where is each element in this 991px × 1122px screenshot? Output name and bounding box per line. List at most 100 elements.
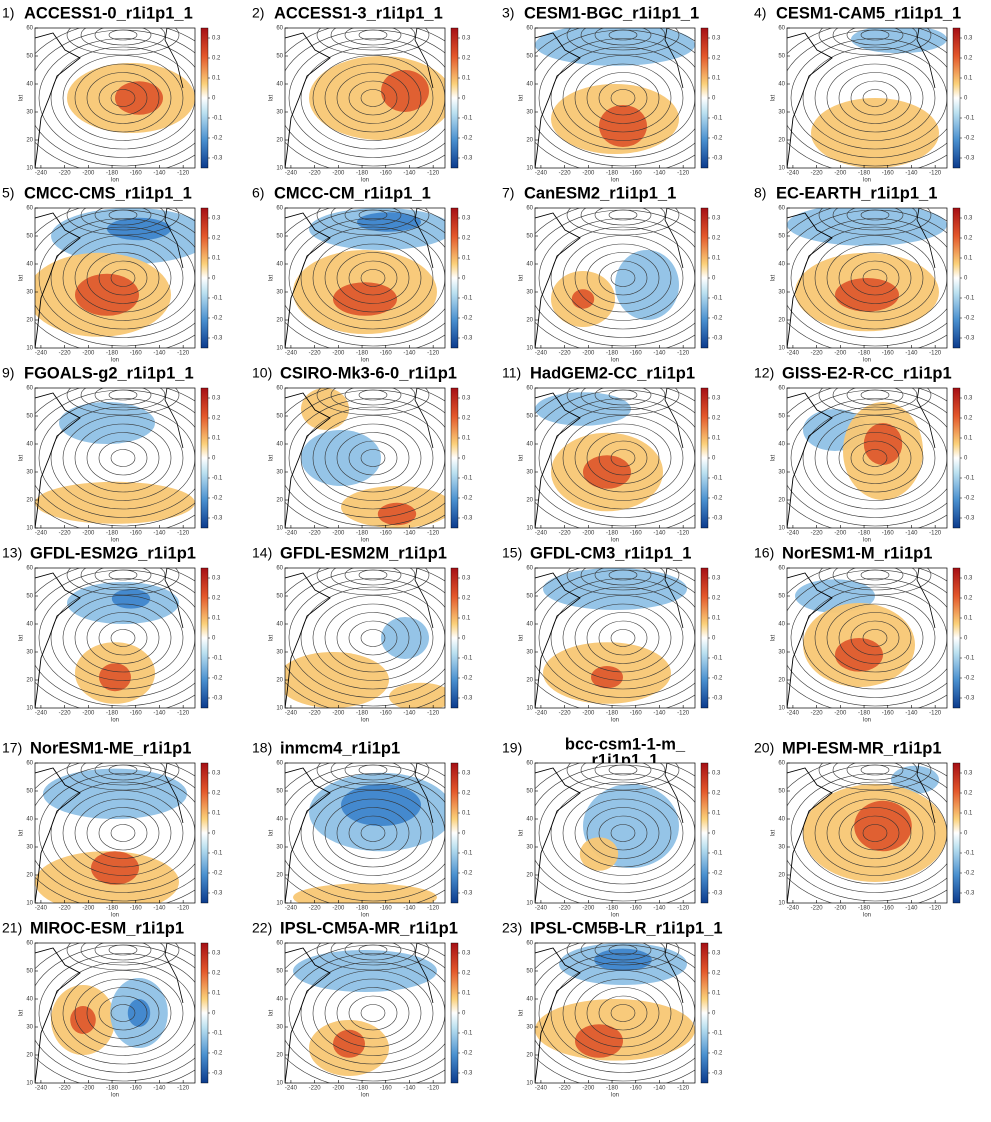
y-tick-label: 20	[778, 318, 785, 324]
map-panel: 2) ACCESS1-3_r1i1p1_1 -240 -220 -200 -180 -160…	[252, 4, 473, 183]
contour-line	[860, 29, 890, 41]
contour-line	[360, 824, 386, 842]
map-panel: 4) CESM1-CAM5_r1i1p1_1 -240 -220 -200 -180 -16…	[754, 4, 975, 183]
x-tick-label: -180	[106, 351, 119, 357]
contour-line	[850, 815, 900, 851]
contour-line	[360, 629, 386, 647]
x-tick-label: -240	[285, 351, 298, 357]
colorbar-tick-label: -0.2	[462, 871, 473, 877]
panel-title: CESM1-BGC_r1i1p1_1	[524, 4, 699, 22]
y-tick-label: 40	[276, 262, 283, 268]
contour-line	[818, 568, 932, 596]
contour-line	[550, 781, 695, 885]
colorbar-tick-label: -0.3	[964, 156, 975, 162]
x-tick-label: -120	[427, 351, 440, 357]
x-tick-label: -180	[606, 1086, 619, 1092]
contour-line	[348, 620, 398, 656]
y-tick-label: 30	[526, 290, 533, 296]
y-tick-label: 60	[26, 26, 33, 32]
y-tick-label: 30	[778, 845, 785, 851]
panel-title: GFDL-CM3_r1i1p1_1	[530, 544, 691, 562]
x-axis-label: lon	[863, 358, 871, 364]
x-tick-label: -240	[35, 531, 48, 537]
contour-line	[850, 260, 900, 296]
y-tick-label: 10	[526, 166, 533, 172]
y-tick-label: 30	[276, 650, 283, 656]
plot-area	[535, 568, 695, 708]
contour-line	[98, 80, 148, 116]
coastline	[664, 568, 684, 629]
contour-line	[300, 961, 445, 1065]
x-tick-label: -240	[535, 1086, 548, 1092]
contour-line	[574, 798, 672, 868]
y-axis-label: lat	[19, 95, 25, 102]
contour-line	[580, 388, 666, 411]
colorbar-tick-label: -0.1	[712, 1031, 723, 1037]
x-tick-label: -120	[177, 1086, 190, 1092]
x-tick-label: -220	[811, 351, 824, 357]
anomaly-shading	[341, 784, 421, 826]
y-tick-label: 40	[526, 262, 533, 268]
y-tick-label: 40	[26, 442, 33, 448]
x-tick-label: -160	[380, 1086, 393, 1092]
y-tick-label: 20	[778, 138, 785, 144]
coastline	[787, 392, 833, 528]
y-tick-label: 10	[26, 346, 33, 352]
contour-line	[98, 440, 148, 476]
colorbar-tick-label: -0.1	[462, 656, 473, 662]
contour-line	[336, 987, 410, 1039]
colorbar-tick-label: 0.3	[462, 36, 471, 42]
contour-line	[50, 406, 195, 510]
colorbar-tick-label: 0.2	[712, 236, 721, 242]
coastline	[164, 208, 184, 269]
colorbar-tick-label: 0.3	[212, 216, 221, 222]
contour-line	[38, 773, 195, 893]
contour-line	[860, 209, 890, 221]
colorbar-tick-label: 0.1	[212, 436, 221, 442]
contour-line	[110, 269, 136, 287]
y-tick-label: 60	[276, 26, 283, 32]
coastline	[535, 947, 581, 1083]
coastline	[164, 388, 184, 449]
colorbar-tick-label: -0.3	[212, 1071, 223, 1077]
x-tick-label: -180	[858, 711, 871, 717]
contour-line	[348, 815, 398, 851]
plot-area	[535, 28, 695, 168]
contour-line	[610, 824, 636, 842]
anomaly-shading	[851, 28, 947, 54]
y-axis-label: lat	[269, 1010, 275, 1017]
colorbar-tick-label: 0.1	[712, 436, 721, 442]
x-tick-label: -160	[630, 171, 643, 177]
y-tick-label: 20	[276, 318, 283, 324]
colorbar-tick-label: 0.3	[964, 396, 973, 402]
panel-number: 6)	[252, 185, 264, 201]
contour-line	[538, 38, 695, 158]
colorbar-tick-label: 0.1	[462, 436, 471, 442]
contour-line	[344, 568, 402, 586]
anomaly-shading	[59, 402, 155, 444]
colorbar-tick-label: 0.1	[712, 616, 721, 622]
x-tick-label: -140	[653, 711, 666, 717]
anomaly-shading	[543, 568, 687, 610]
colorbar-tick-label: 0.3	[712, 771, 721, 777]
contour-line	[838, 72, 912, 124]
x-tick-label: -120	[929, 906, 942, 912]
colorbar-tick-label: 0	[712, 456, 716, 462]
colorbar-tick-label: 0.3	[712, 36, 721, 42]
y-tick-label: 60	[276, 761, 283, 767]
x-tick-label: -180	[858, 906, 871, 912]
colorbar	[952, 27, 961, 169]
contour-line	[586, 252, 660, 304]
contour-line	[598, 260, 648, 296]
coastline	[164, 763, 184, 824]
colorbar-tick-label: 0.2	[212, 416, 221, 422]
colorbar-tick-label: 0.3	[212, 36, 221, 42]
coastline	[35, 572, 81, 708]
contour-line	[550, 586, 695, 690]
y-tick-label: 50	[26, 234, 33, 240]
colorbar-tick-label: -0.3	[712, 516, 723, 522]
colorbar-tick-label: 0	[462, 96, 466, 102]
x-tick-label: -200	[834, 531, 847, 537]
x-tick-label: -160	[882, 531, 895, 537]
x-tick-label: -240	[787, 906, 800, 912]
